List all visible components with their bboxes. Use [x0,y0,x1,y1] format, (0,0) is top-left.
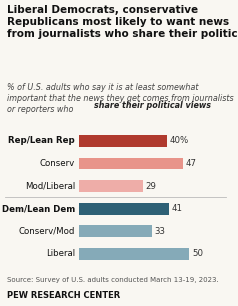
Text: PEW RESEARCH CENTER: PEW RESEARCH CENTER [7,292,120,300]
Bar [79,248,189,260]
Text: Conserv/Mod: Conserv/Mod [19,227,75,236]
Text: Source: Survey of U.S. adults conducted March 13-19, 2023.: Source: Survey of U.S. adults conducted … [7,277,219,283]
Text: Dem/Lean Dem: Dem/Lean Dem [2,204,75,213]
Text: share their political views: share their political views [94,101,211,110]
Text: 29: 29 [145,181,156,191]
Bar [79,135,167,147]
Text: 41: 41 [172,204,183,213]
Text: 33: 33 [154,227,165,236]
Text: Liberal: Liberal [46,249,75,258]
Text: % of U.S. adults who say it is at least somewhat
important that the news they ge: % of U.S. adults who say it is at least … [7,83,234,114]
Bar [79,180,143,192]
Text: 50: 50 [192,249,203,258]
Text: 47: 47 [185,159,196,168]
Text: Liberal Democrats, conservative
Republicans most likely to want news
from journa: Liberal Democrats, conservative Republic… [7,5,238,39]
Text: 40%: 40% [170,136,189,145]
Bar [79,158,183,170]
Text: Rep/Lean Rep: Rep/Lean Rep [9,136,75,145]
Text: Mod/Liberal: Mod/Liberal [25,181,75,191]
Bar [79,225,152,237]
Text: Conserv: Conserv [40,159,75,168]
Bar [79,203,169,215]
